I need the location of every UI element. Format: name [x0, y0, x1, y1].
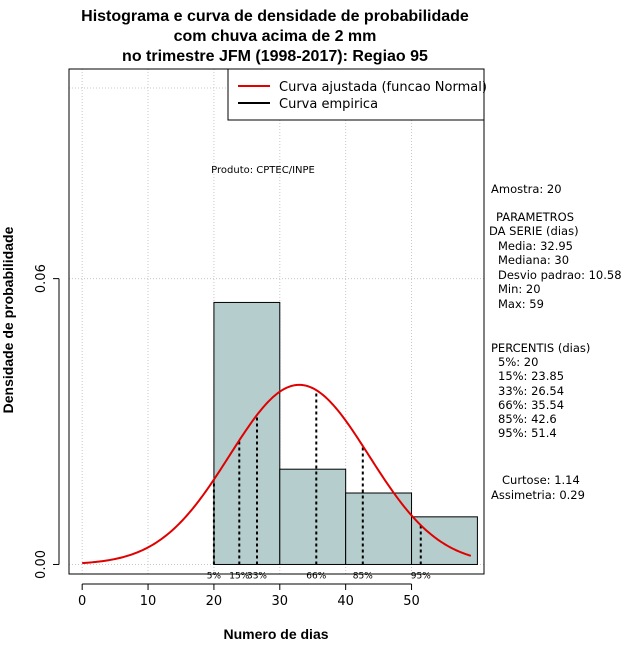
chart-title-line-2: com chuva acima de 2 mm — [174, 28, 377, 45]
percentile-33: 33%: 26.54 — [498, 384, 564, 398]
legend-label-empirical: Curva empirica — [279, 97, 378, 112]
x-tick-label: 40 — [337, 594, 354, 609]
y-axis-label: Densidade de probabilidade — [0, 226, 16, 413]
legend-label-fit: Curva ajustada (funcao Normal) — [279, 80, 487, 95]
stat-skewness: Assimetria: 0.29 — [491, 488, 585, 502]
histogram-bars — [213, 301, 478, 565]
percentile-5: 5%: 20 — [498, 355, 538, 369]
axes: 0 10 20 30 40 50 0.00 0.06 — [34, 264, 420, 609]
percentile-label: 5% — [207, 571, 222, 581]
chart-legend: Curva ajustada (funcao Normal) Curva emp… — [227, 68, 487, 121]
percentile-85: 85%: 42.6 — [498, 412, 557, 426]
normal-curve-layer — [82, 383, 472, 565]
percentile-95: 95%: 51.4 — [498, 426, 557, 440]
product-annotation: Produto: CPTEC/INPE — [211, 165, 315, 176]
percentile-label: 95% — [411, 571, 431, 581]
sample-size: Amostra: 20 — [491, 182, 562, 196]
y-tick-label: 0.00 — [34, 550, 49, 579]
x-axis-label: Numero de dias — [223, 626, 328, 642]
legend-box — [227, 68, 485, 121]
normal-fit-curve — [82, 383, 472, 565]
stat-max: Max: 59 — [498, 297, 544, 311]
params-title-1: PARAMETROS — [496, 210, 574, 224]
histogram-bar — [213, 301, 281, 565]
x-tick-label: 0 — [78, 594, 86, 609]
histogram-bar — [279, 468, 347, 565]
percentile-label: 85% — [353, 571, 373, 581]
stat-median: Mediana: 30 — [498, 253, 569, 267]
statistics-panel: Amostra: 20 PARAMETROS DA SERIE (dias) M… — [489, 182, 622, 502]
params-title-2: DA SERIE (dias) — [489, 224, 579, 238]
y-tick-label: 0.06 — [34, 264, 49, 293]
percentile-15: 15%: 23.85 — [498, 369, 564, 383]
stat-kurtosis: Curtose: 1.14 — [502, 473, 580, 487]
chart-title-line-1: Histograma e curva de densidade de proba… — [81, 8, 469, 25]
stat-sd: Desvio padrao: 10.58 — [498, 268, 622, 282]
percentile-label: 66% — [306, 571, 326, 581]
percentile-label: 15% — [229, 571, 249, 581]
stat-min: Min: 20 — [498, 282, 541, 296]
x-tick-label: 10 — [140, 594, 157, 609]
percentile-lines: 5% 15%33% 66% 85% 95% — [207, 390, 431, 581]
x-tick-label: 50 — [403, 594, 420, 609]
percentile-label: 33% — [247, 571, 267, 581]
x-tick-label: 20 — [206, 594, 223, 609]
percentile-66: 66%: 35.54 — [498, 398, 564, 412]
chart-title-line-3: no trimestre JFM (1998-2017): Regiao 95 — [122, 48, 428, 65]
x-tick-label: 30 — [272, 594, 289, 609]
histogram-bar — [411, 516, 478, 565]
stat-mean: Media: 32.95 — [498, 239, 573, 253]
percentis-title: PERCENTIS (dias) — [491, 341, 590, 355]
